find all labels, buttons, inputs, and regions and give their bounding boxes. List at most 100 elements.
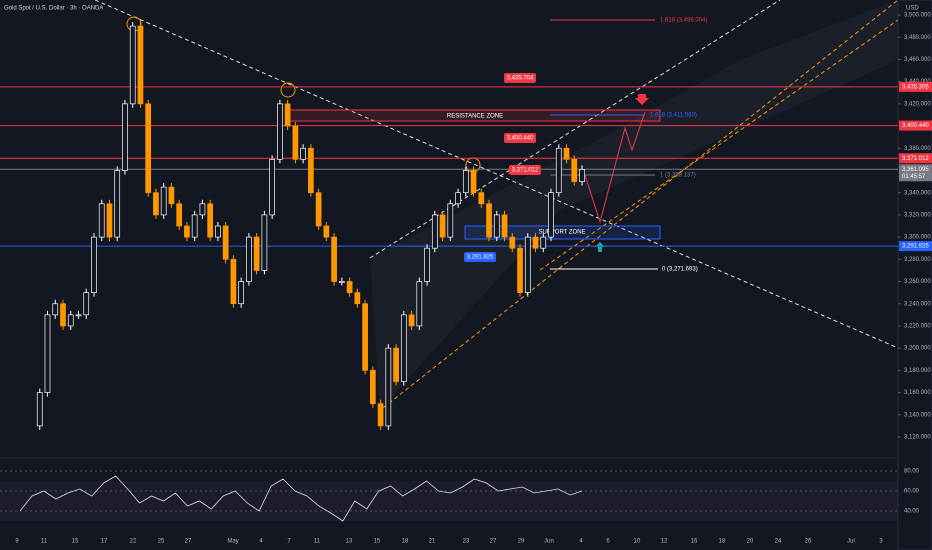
candle — [246, 236, 252, 282]
candle — [207, 203, 214, 238]
price-tick-label: 3,180.000 — [904, 368, 931, 374]
time-label: 12 — [661, 539, 668, 545]
time-label: 29 — [518, 539, 525, 545]
price-badge — [899, 120, 932, 131]
candle — [416, 281, 423, 327]
rsi-line — [19, 475, 583, 522]
candle — [222, 225, 229, 260]
price-tick-label: 3,220.000 — [904, 324, 931, 330]
time-label: 7 — [287, 539, 291, 545]
candle — [331, 236, 337, 282]
time-label: 27 — [185, 539, 192, 545]
candle — [253, 236, 260, 271]
rsi-band — [0, 481, 898, 521]
candle — [230, 258, 237, 305]
annotation-label: 3,435.704 — [507, 76, 534, 82]
price-tick-label: 3,380.000 — [904, 146, 931, 152]
candle — [199, 203, 206, 216]
time-label: 11 — [41, 539, 48, 545]
zone-label: SUPPORT ZONE — [538, 230, 585, 236]
candle — [269, 159, 275, 216]
price-tick-label: 3,140.000 — [904, 412, 931, 418]
annotation-label: 3,291.925 — [467, 255, 494, 261]
time-label: 18 — [719, 539, 726, 545]
time-label: 10 — [634, 539, 641, 545]
candle — [277, 103, 283, 160]
candle — [501, 214, 508, 238]
candle — [106, 203, 113, 238]
candle — [83, 292, 90, 316]
annotation-badge — [504, 73, 536, 83]
price-tick-label: 3,280.000 — [904, 257, 931, 263]
channel-lower — [377, 0, 899, 413]
candle — [60, 303, 66, 327]
time-label: 23 — [463, 539, 470, 545]
candle — [439, 214, 446, 238]
trendline — [94, 0, 899, 349]
candle — [36, 392, 43, 427]
candle — [478, 192, 485, 205]
support-zone — [464, 225, 661, 240]
candle — [315, 192, 322, 227]
candle — [339, 281, 345, 283]
annotation-label: 3,400.440 — [507, 136, 534, 142]
candle — [129, 25, 136, 105]
price-badge — [899, 241, 932, 252]
candle — [137, 25, 144, 105]
candle — [563, 147, 570, 160]
channel-upper — [369, 0, 781, 259]
price-badge — [899, 164, 932, 182]
time-label: 6 — [606, 539, 610, 545]
candle — [346, 281, 353, 293]
candle — [191, 214, 198, 238]
candle — [67, 314, 74, 327]
time-label: 11 — [314, 539, 321, 545]
candle — [160, 186, 167, 216]
candle — [486, 203, 492, 238]
candle — [300, 147, 306, 160]
candle — [377, 403, 384, 427]
candle — [555, 147, 562, 194]
candle — [153, 192, 159, 216]
annotation-badge — [464, 252, 496, 262]
time-label: 24 — [775, 539, 782, 545]
price-badge — [899, 153, 932, 164]
zone-label: RESISTANCE ZONE — [447, 114, 503, 120]
candle — [308, 147, 314, 194]
price-tick-label: 3,200.000 — [904, 346, 931, 352]
price-badge — [899, 81, 932, 92]
time-label: 21 — [429, 539, 436, 545]
annotation-label: 3,371.012 — [512, 168, 539, 174]
time-label: 15 — [374, 539, 381, 545]
price-badge-label: 3,371.012 — [902, 156, 929, 162]
candle — [509, 236, 516, 249]
candle — [493, 214, 500, 238]
candle — [122, 103, 128, 171]
annotation-badge — [509, 165, 541, 175]
fib-label: 0 (3,271.693) — [662, 267, 698, 273]
price-tick-label: 3,340.000 — [904, 190, 931, 196]
time-label: 13 — [346, 539, 353, 545]
candle — [540, 236, 547, 249]
price-badge-label: 3,361.095 — [902, 167, 929, 173]
candle — [400, 314, 407, 382]
pivot — [280, 82, 296, 98]
channel-fill — [370, 0, 898, 410]
candle — [184, 225, 190, 238]
candle — [462, 170, 469, 194]
candle — [91, 236, 97, 293]
time-label: 26 — [805, 539, 812, 545]
price-tick-label: 3,160.000 — [904, 390, 931, 396]
candle — [75, 314, 82, 317]
candle — [447, 203, 454, 238]
candle — [571, 159, 578, 182]
candle — [532, 236, 539, 249]
price-tick-label: 3,300.000 — [904, 235, 931, 241]
candle — [98, 203, 105, 238]
time-label: 20 — [747, 539, 754, 545]
time-label: 4 — [259, 539, 263, 545]
time-label: 9 — [15, 539, 19, 545]
candle — [455, 192, 461, 205]
candle — [215, 225, 221, 238]
